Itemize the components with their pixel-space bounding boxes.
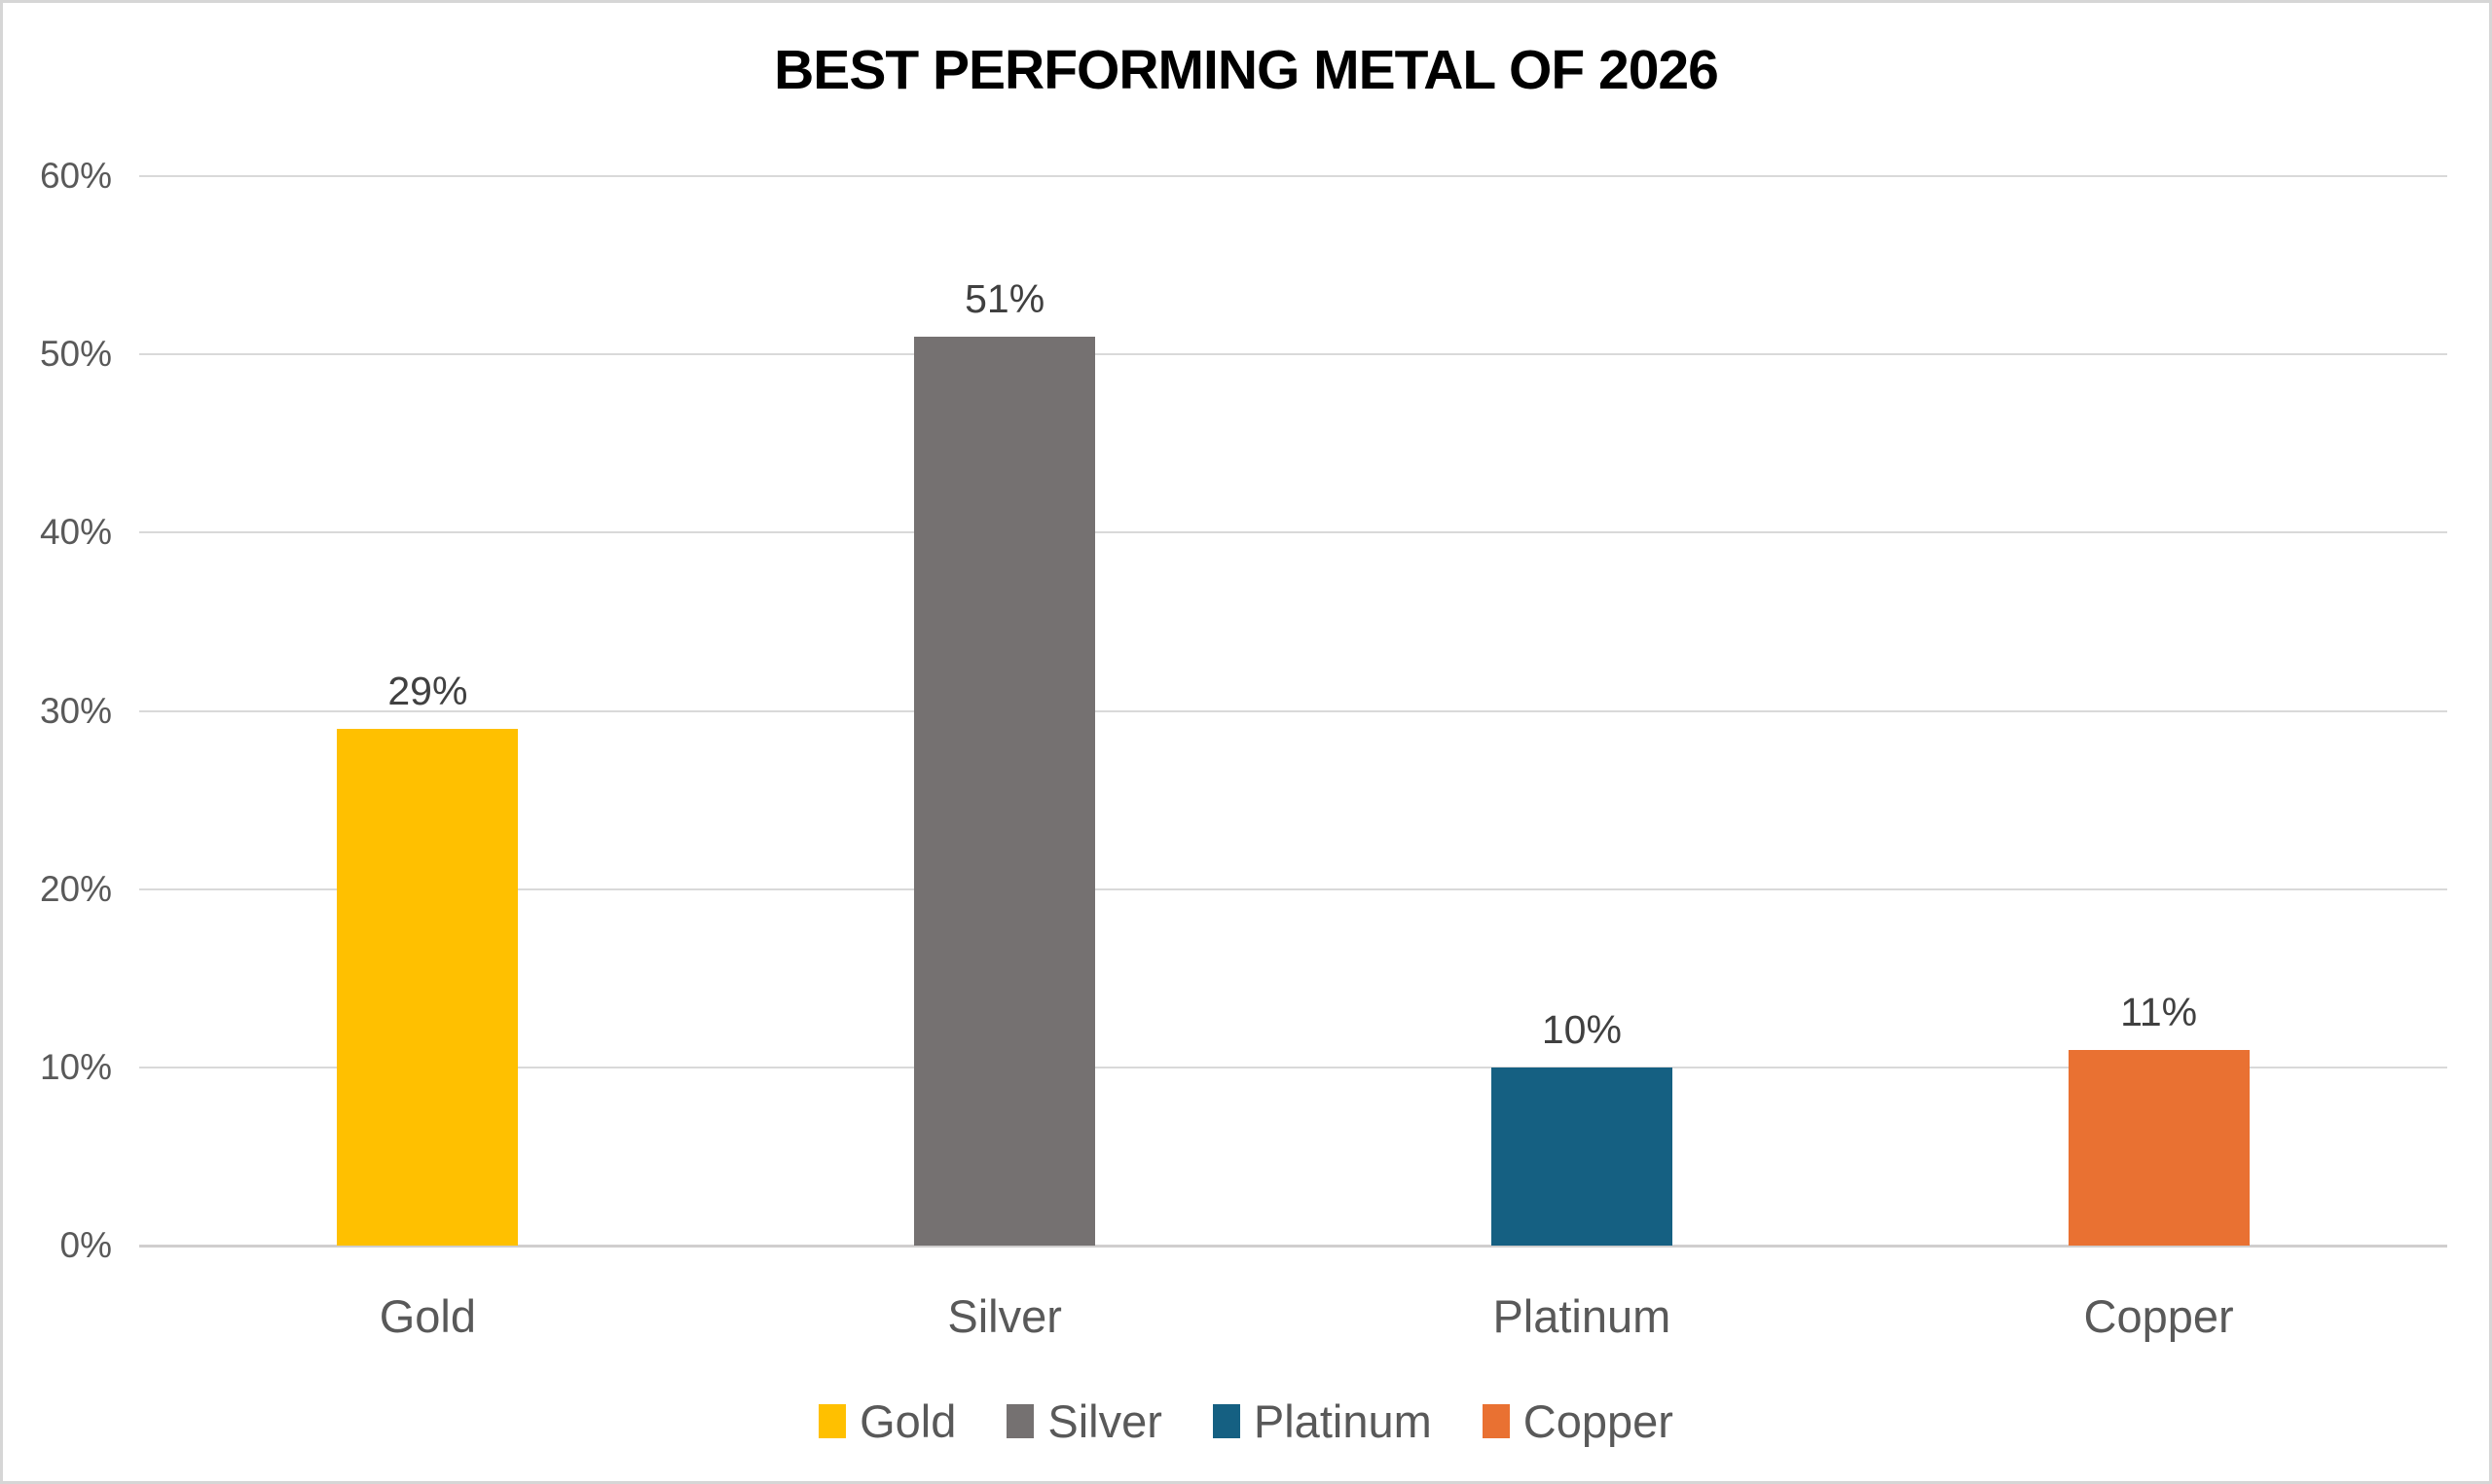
legend-label: Silver xyxy=(1047,1395,1162,1447)
y-tick-label: 60% xyxy=(39,156,112,196)
data-label-gold: 29% xyxy=(387,668,468,713)
data-label-silver: 51% xyxy=(965,275,1045,321)
gridline xyxy=(139,887,2447,890)
gridline xyxy=(139,531,2447,534)
legend-item-gold: Gold xyxy=(819,1398,956,1444)
legend-item-copper: Copper xyxy=(1482,1395,1673,1447)
gridline xyxy=(139,1066,2447,1068)
bar-silver xyxy=(914,336,1096,1246)
legend-label: Platinum xyxy=(1253,1395,1432,1447)
legend-swatch-silver xyxy=(1007,1404,1035,1438)
x-axis-line xyxy=(139,1245,2447,1248)
data-label-platinum: 10% xyxy=(1541,1006,1622,1052)
y-tick-label: 40% xyxy=(39,512,112,553)
y-tick-label: 0% xyxy=(59,1225,112,1265)
legend-label: Copper xyxy=(1522,1395,1673,1447)
y-tick-label: 50% xyxy=(39,334,112,375)
bar-gold xyxy=(337,728,519,1246)
x-axis-label-gold: Gold xyxy=(379,1290,477,1342)
legend-swatch-platinum xyxy=(1212,1404,1240,1438)
legend-swatch-gold xyxy=(819,1404,847,1438)
bar-platinum xyxy=(1490,1067,1672,1246)
gridline xyxy=(139,175,2447,177)
data-label-copper: 11% xyxy=(2120,989,2198,1034)
legend-swatch-copper xyxy=(1482,1404,1510,1438)
x-axis-label-platinum: Platinum xyxy=(1492,1290,1671,1342)
y-tick-label: 10% xyxy=(39,1046,112,1087)
x-axis-label-copper: Copper xyxy=(2083,1290,2234,1342)
legend: Gold Silver Platinum Copper xyxy=(3,1398,2489,1444)
gridline xyxy=(139,709,2447,712)
chart-title: BEST PERFORMING METAL OF 2026 xyxy=(774,39,1719,101)
legend-item-silver: Silver xyxy=(1007,1398,1162,1444)
legend-item-platinum: Platinum xyxy=(1212,1395,1432,1447)
gridline xyxy=(139,353,2447,356)
legend-label: Gold xyxy=(860,1395,957,1447)
y-tick-label: 20% xyxy=(39,868,112,909)
y-tick-label: 30% xyxy=(39,690,112,731)
bar-copper xyxy=(2068,1049,2250,1246)
x-axis-label-silver: Silver xyxy=(947,1290,1062,1342)
